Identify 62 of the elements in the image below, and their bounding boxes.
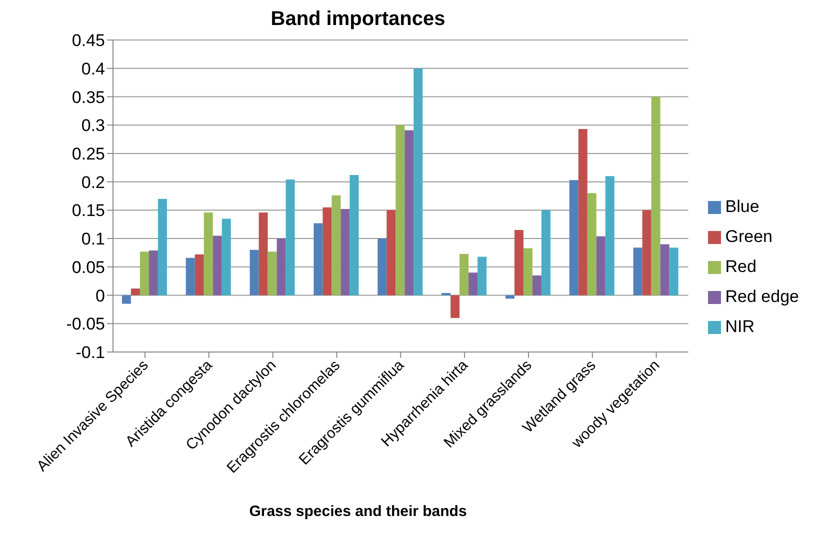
chart-title: Band importances: [270, 8, 446, 32]
y-tick-label: -0.05: [66, 314, 105, 334]
bar: [578, 129, 588, 296]
y-tick-label: 0.3: [81, 116, 105, 136]
legend-label: Blue: [725, 197, 760, 216]
bar: [633, 248, 642, 296]
bar: [541, 210, 550, 296]
legend-label: Green: [725, 227, 773, 246]
bar: [130, 288, 140, 296]
bar: [414, 68, 423, 296]
y-tick-label: 0.4: [81, 59, 105, 78]
bar: [258, 212, 268, 296]
bar: [204, 212, 213, 296]
bar: [158, 198, 167, 296]
y-tick-label: 0.05: [72, 258, 105, 277]
y-tick-label: 0.45: [72, 31, 105, 50]
bar: [250, 250, 259, 296]
bar: [314, 223, 323, 296]
bar: [450, 295, 460, 318]
bar: [148, 250, 158, 296]
y-tick-label: 0.35: [72, 88, 105, 107]
legend-label: Red edge: [725, 287, 799, 306]
bar: [660, 244, 670, 296]
y-tick-label: 0.15: [72, 201, 105, 220]
bar: [332, 195, 341, 296]
y-tick-label: 0.1: [81, 230, 105, 249]
bar: [222, 218, 231, 296]
bar: [276, 238, 286, 296]
bar: [194, 254, 204, 296]
legend-label: Red: [725, 257, 756, 276]
bar: [460, 254, 469, 296]
bar: [340, 209, 350, 296]
bar: [122, 295, 131, 304]
legend-label: NIR: [725, 317, 755, 336]
bar: [322, 207, 332, 296]
bar: [651, 96, 660, 296]
bar: [669, 248, 678, 296]
bar: [569, 180, 578, 296]
bar: [605, 176, 614, 296]
bar: [140, 252, 149, 296]
bar: [378, 238, 387, 296]
bar: [523, 248, 532, 296]
bar: [478, 256, 487, 296]
bar: [514, 230, 524, 296]
x-axis-title: Grass species and their bands: [248, 503, 468, 520]
bar: [286, 180, 295, 296]
bar: [404, 130, 414, 296]
bar: [396, 125, 405, 296]
y-tick-label: 0.25: [72, 144, 105, 164]
bar: [350, 175, 359, 296]
bar: [587, 193, 596, 296]
bar: [642, 210, 652, 296]
bar: [268, 252, 277, 296]
bar: [186, 258, 195, 296]
bar: [596, 236, 606, 296]
bar: [532, 275, 542, 296]
y-tick-label: -0.1: [76, 343, 105, 362]
bar: [386, 210, 396, 296]
bar: [468, 272, 478, 296]
bar: [212, 236, 222, 296]
y-tick-label: 0.2: [81, 172, 105, 192]
y-tick-label: 0: [96, 286, 105, 306]
